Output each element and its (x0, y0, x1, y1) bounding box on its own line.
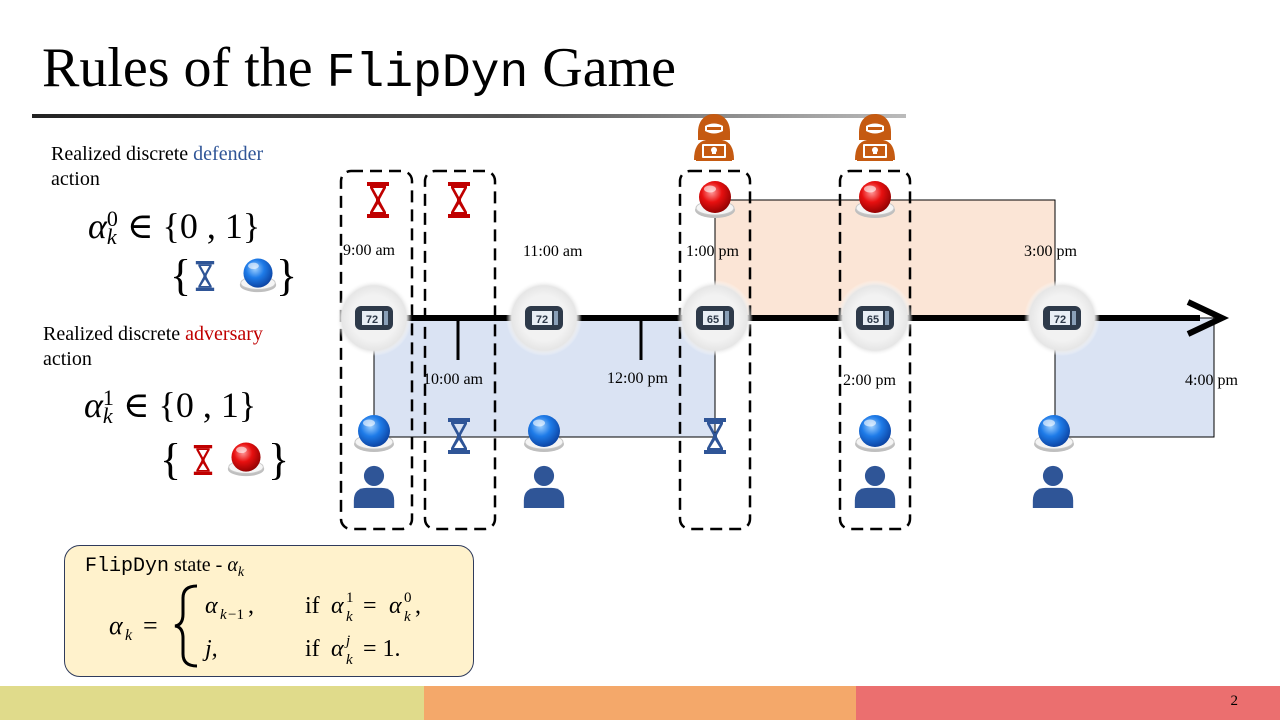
red-button-icon (694, 180, 736, 219)
svg-text:,: , (415, 593, 421, 619)
hacker-icon (855, 114, 895, 161)
time-label-11am: 11:00 am (523, 243, 583, 260)
title-underline (32, 114, 906, 118)
svg-text:=: = (363, 593, 377, 619)
state-equation: α k = α k −1 , if α 1 k = α 0 k , j, if … (109, 584, 421, 668)
svg-text:α: α (389, 593, 402, 619)
state-definition-heading: FlipDyn state - αk (85, 554, 245, 580)
time-label-4pm: 4:00 pm (1185, 372, 1238, 389)
footer-bar-right (856, 686, 1280, 720)
brace-open: { (160, 435, 181, 484)
svg-text:= 1.: = 1. (363, 636, 401, 662)
footer-bar-left (0, 686, 424, 720)
user-icon (353, 465, 395, 508)
highlight-box-2pm (838, 169, 912, 531)
highlight-box-9am (339, 169, 414, 531)
time-label-1pm: 1:00 pm (686, 243, 739, 260)
thermostat-icon: 72 (506, 280, 582, 356)
blue-button-icon (854, 414, 896, 453)
highlight-box-10am (423, 169, 497, 531)
time-label-10am: 10:00 am (423, 371, 483, 388)
brace-open: { (170, 251, 191, 300)
page-title: Rules of the FlipDyn Game (42, 37, 676, 101)
svg-text:0: 0 (404, 590, 412, 606)
user-icon (523, 465, 565, 508)
footer-bar-middle (424, 686, 856, 720)
time-label-12pm: 12:00 pm (607, 370, 668, 387)
svg-text:=: = (143, 611, 158, 640)
highlight-box-1pm (678, 169, 752, 531)
thermostat-icon: 65 (677, 280, 753, 356)
hacker-icon (694, 114, 734, 161)
red-button-icon (227, 442, 265, 477)
svg-text:1: 1 (346, 590, 354, 606)
svg-text:k: k (404, 609, 411, 625)
svg-text:−1: −1 (228, 607, 244, 623)
svg-text:if: if (305, 636, 320, 662)
user-icon (1032, 465, 1074, 508)
hourglass-icon (448, 182, 470, 218)
svg-text:72: 72 (1054, 314, 1066, 326)
timeline-arrowhead (1186, 299, 1230, 337)
brace-close: } (276, 251, 297, 300)
thermostat-icon: 65 (837, 280, 913, 356)
svg-text:j: j (344, 633, 350, 649)
hourglass-icon (195, 261, 215, 291)
hourglass-icon (367, 182, 389, 218)
hourglass-icon (193, 445, 213, 475)
thermostat-icon: 72 (336, 280, 412, 356)
svg-text:k: k (220, 607, 227, 623)
svg-text:if: if (305, 593, 320, 619)
svg-text:,: , (248, 593, 254, 619)
svg-text:k: k (346, 652, 353, 668)
defender-action-label: Realized discrete defender action (51, 143, 264, 190)
svg-text:α: α (331, 593, 344, 619)
blue-button-icon (239, 258, 277, 293)
time-label-9am: 9:00 am (343, 242, 395, 259)
red-button-icon (854, 180, 896, 219)
time-label-2pm: 2:00 pm (843, 372, 896, 389)
thermostat-icon: 72 (1024, 280, 1100, 356)
brace-close: } (268, 435, 289, 484)
svg-text:k: k (125, 627, 133, 644)
state-definition-box: FlipDyn state - αk α k = α k −1 , if α 1… (64, 545, 474, 677)
svg-text:α: α (205, 593, 218, 619)
svg-text:α: α (109, 611, 124, 640)
svg-text:72: 72 (366, 314, 378, 326)
svg-text:α: α (331, 636, 344, 662)
svg-text:65: 65 (867, 314, 879, 326)
time-label-3pm: 3:00 pm (1024, 243, 1077, 260)
page-number: 2 (1230, 693, 1239, 709)
svg-text:j,: j, (202, 636, 218, 662)
user-icon (854, 465, 896, 508)
svg-text:72: 72 (536, 314, 548, 326)
svg-text:65: 65 (707, 314, 719, 326)
adversary-action-label: Realized discrete adversary action (43, 323, 263, 370)
svg-text:k: k (346, 609, 353, 625)
